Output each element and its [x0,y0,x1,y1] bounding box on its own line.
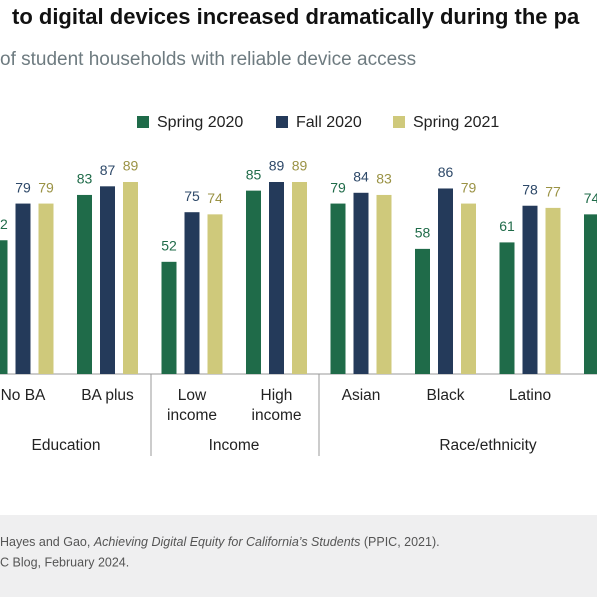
bar [376,194,392,374]
bar [207,214,223,374]
x-tick-line: High [261,387,293,404]
bar [461,203,476,374]
legend-label: Fall 2020 [296,114,362,131]
value-label: 77 [545,184,561,200]
value-label: 79 [15,179,31,195]
value-label: 89 [292,158,308,174]
bar [0,240,8,374]
x-tick-line: income [252,407,302,424]
value-label: 75 [184,188,200,204]
value-label: 79 [38,179,54,195]
value-label: 84 [353,168,369,184]
x-tick-label: High income [252,387,302,424]
group-label: Income [209,437,260,454]
bar [38,203,54,374]
value-label: 52 [161,238,177,254]
footer-band [0,515,597,597]
value-label: 62 [0,216,8,232]
source-part: Achieving Digital Equity for California’… [93,535,361,549]
value-label: 61 [499,218,515,234]
source-part: (PPIC, 2021). [360,535,439,549]
value-label: 89 [269,158,285,174]
x-tick-line: Latino [509,387,551,404]
bar [584,214,597,374]
legend-swatch [276,116,288,128]
chart-subtitle: of student households with reliable devi… [0,49,416,70]
bar [438,188,453,374]
legend-label: Spring 2020 [157,114,243,131]
x-tick-label: No BA [1,387,46,404]
note: C Blog, February 2024. [0,555,129,569]
value-label: 83 [77,171,93,187]
value-label: 86 [438,164,454,180]
x-tick-line: No BA [1,387,46,404]
bar [353,192,369,374]
x-tick-line: Black [427,387,465,404]
bar [330,203,346,374]
group-label: Education [32,437,101,454]
bar [545,207,561,374]
value-label: 74 [207,190,223,206]
group-label: Race/ethnicity [439,437,537,454]
x-tick-label: Asian [342,387,381,404]
x-tick-label: BA plus [81,387,134,404]
x-tick-line: BA plus [81,387,134,404]
value-label: 74 [584,190,597,206]
bar [269,182,284,374]
value-label: 79 [461,179,477,195]
value-label: 85 [246,166,262,182]
bar [100,186,115,374]
value-label: 78 [522,181,538,197]
bar [415,248,430,374]
bar [292,182,307,374]
x-tick-label: Black [427,387,465,404]
x-tick-line: Low [178,387,207,404]
value-label: 83 [376,171,392,187]
value-label: 79 [330,179,346,195]
value-label: 87 [100,162,116,178]
legend-swatch [393,116,405,128]
bar [246,190,261,374]
source: Hayes and Gao, Achieving Digital Equity … [0,535,440,549]
bar [161,261,177,374]
x-tick-line: income [167,407,217,424]
bar [77,194,92,374]
legend-swatch [137,116,149,128]
value-label: 89 [123,158,139,174]
bar [184,212,200,374]
x-tick-label: Low income [167,387,217,424]
x-tick-line: Asian [342,387,381,404]
bar [15,203,31,374]
value-label: 58 [415,225,431,241]
legend-label: Spring 2021 [413,114,499,131]
bar [499,242,515,374]
source-part: Hayes and Gao, [0,535,94,549]
chart-title: to digital devices increased dramaticall… [12,4,580,29]
x-tick-label: Latino [509,387,551,404]
bar [522,205,538,374]
bar [123,182,138,374]
